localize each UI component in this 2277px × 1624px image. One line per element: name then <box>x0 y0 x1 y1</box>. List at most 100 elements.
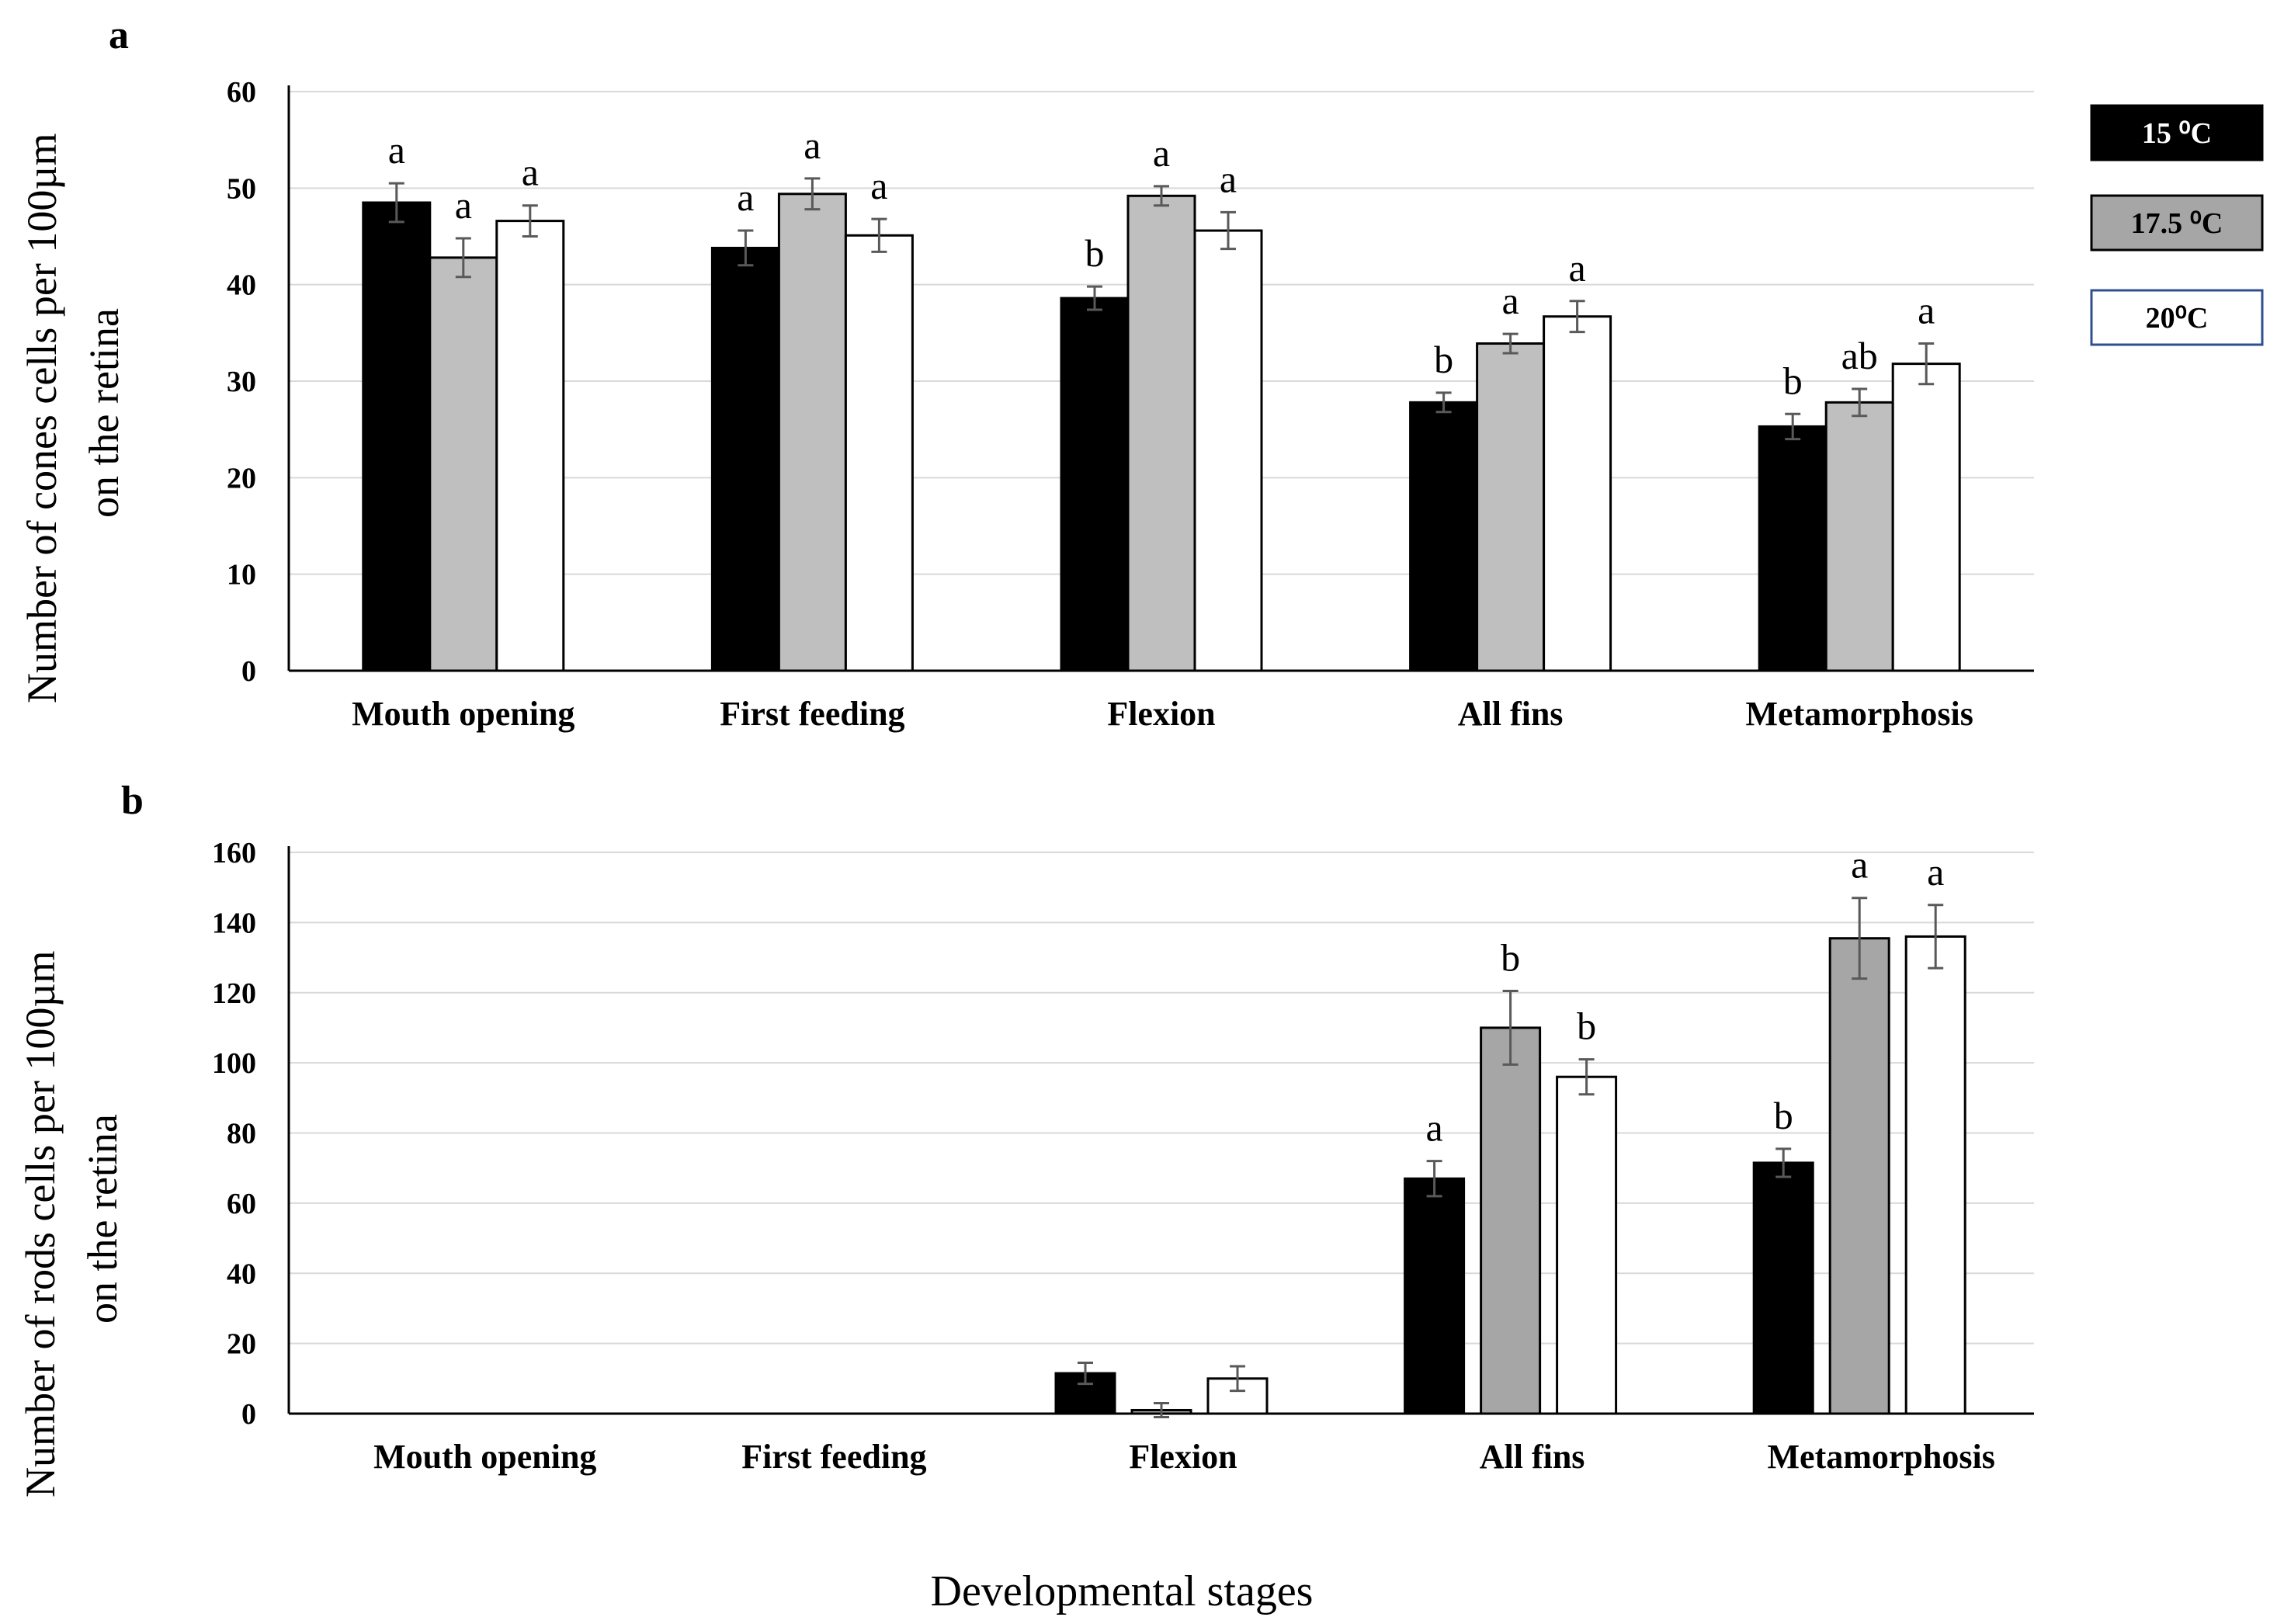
bar-b-metamorphosis-20-c <box>1904 935 1966 1415</box>
bar-a-mouth-opening-15-c <box>362 201 432 672</box>
error-bar-a-first-feeding-17-5-c <box>804 177 821 211</box>
error-bar-a-flexion-20-c <box>1220 210 1236 251</box>
sig-label-b-all-fins-20-c: b <box>1577 1005 1596 1048</box>
error-bar-a-mouth-opening-20-c <box>522 204 538 238</box>
error-bar-a-all-fins-15-c <box>1435 391 1452 414</box>
error-bar-b-all-fins-20-c <box>1578 1058 1595 1096</box>
chart-a: 0 10 20 30 40 50 60 Mouth opening a a a First feedi… <box>227 76 2034 733</box>
error-bar-b-flexion-15-c <box>1078 1361 1093 1386</box>
sig-label-a-flexion-17-5-c: a <box>1153 131 1170 175</box>
error-bar-a-all-fins-17-5-c <box>1502 332 1519 355</box>
error-bar-a-first-feeding-20-c <box>871 217 887 253</box>
sig-label-b-all-fins-17-5-c: b <box>1501 935 1520 979</box>
x-tick-label-b-mouth-opening: Mouth opening <box>373 1438 596 1476</box>
error-bar-a-metamorphosis-17-5-c <box>1852 387 1868 418</box>
error-bar-a-first-feeding-15-c <box>738 229 754 267</box>
sig-label-a-all-fins-20-c: a <box>1568 246 1585 290</box>
bar-b-all-fins-20-c <box>1556 1075 1618 1415</box>
y-axis-title-a-line2: on the retina <box>81 308 127 518</box>
legend-label-15c: 15 ⁰C <box>2142 117 2212 150</box>
x-tick-label-a-first-feeding: First feeding <box>720 695 904 733</box>
bar-a-flexion-15-c <box>1060 297 1130 672</box>
sig-label-a-metamorphosis-20-c: a <box>1918 289 1935 332</box>
y-tick-label-b-0: 0 <box>241 1398 256 1431</box>
error-bar-b-metamorphosis-15-c <box>1775 1147 1792 1178</box>
chart-b: 0 20 40 60 80 100 120 140 160 Mouth opening First … <box>212 837 2034 1476</box>
bar-a-metamorphosis-20-c <box>1891 363 1961 672</box>
error-bar-b-metamorphosis-20-c <box>1928 904 1944 970</box>
y-axis-title-a-line1: Number of cones cells per 100µm <box>19 134 65 703</box>
bar-b-metamorphosis-17-5-c <box>1828 937 1890 1415</box>
y-axis-title-b-line2: on the retina <box>79 1114 126 1324</box>
legend-swatch-15c <box>2090 104 2264 161</box>
sig-label-a-all-fins-15-c: b <box>1434 338 1453 381</box>
y-tick-label-a-40: 40 <box>227 269 256 302</box>
error-bar-b-all-fins-17-5-c <box>1502 989 1519 1066</box>
y-tick-label-b-80: 80 <box>227 1118 256 1150</box>
error-bar-a-flexion-17-5-c <box>1154 185 1169 207</box>
y-tick-label-a-30: 30 <box>227 366 256 398</box>
sig-label-a-first-feeding-17-5-c: a <box>804 123 821 167</box>
error-bar-a-flexion-15-c <box>1087 285 1102 311</box>
x-tick-label-b-first-feeding: First feeding <box>741 1438 926 1476</box>
legend-swatch-17-5c <box>2090 194 2264 252</box>
error-bar-b-flexion-20-c <box>1230 1365 1245 1393</box>
legend-item-15c: 15 ⁰C <box>2090 104 2264 161</box>
y-tick-label-b-160: 160 <box>212 837 256 869</box>
y-tick-label-a-60: 60 <box>227 76 256 109</box>
panel-label-b: b <box>121 779 144 823</box>
y-axis-title-b: Number of rods cells per 100µm on the re… <box>17 940 126 1497</box>
sig-label-a-metamorphosis-17-5-c: ab <box>1841 334 1878 377</box>
legend-label-17-5c: 17.5 ⁰C <box>2131 207 2223 240</box>
sig-label-b-metamorphosis-17-5-c: a <box>1851 843 1868 887</box>
sig-label-a-first-feeding-15-c: a <box>737 175 754 219</box>
y-tick-label-a-0: 0 <box>241 655 256 688</box>
sig-label-b-metamorphosis-20-c: a <box>1927 850 1944 894</box>
x-tick-label-a-mouth-opening: Mouth opening <box>352 695 574 733</box>
x-tick-label-a-flexion: Flexion <box>1107 695 1215 733</box>
bar-b-metamorphosis-15-c <box>1752 1161 1814 1415</box>
y-tick-label-b-20: 20 <box>227 1328 256 1361</box>
bar-b-all-fins-15-c <box>1404 1177 1466 1415</box>
bar-b-all-fins-17-5-c <box>1480 1026 1542 1415</box>
sig-label-a-mouth-opening-15-c: a <box>388 128 405 172</box>
x-tick-label-b-all-fins: All fins <box>1480 1438 1585 1476</box>
bar-a-all-fins-17-5-c <box>1476 342 1546 672</box>
sig-label-a-all-fins-17-5-c: a <box>1501 279 1519 322</box>
legend-swatch-20c <box>2090 289 2264 346</box>
bar-a-first-feeding-20-c <box>844 234 914 672</box>
y-tick-label-b-140: 140 <box>212 907 256 939</box>
y-tick-label-a-10: 10 <box>227 559 256 592</box>
sig-label-a-metamorphosis-15-c: b <box>1783 359 1803 402</box>
legend-label-20c: 20⁰C <box>2146 302 2209 335</box>
bar-a-mouth-opening-20-c <box>495 220 565 672</box>
legend-item-17-5c: 17.5 ⁰C <box>2090 194 2264 252</box>
error-bar-a-metamorphosis-20-c <box>1918 342 1935 386</box>
y-tick-label-b-40: 40 <box>227 1258 256 1290</box>
error-bar-a-mouth-opening-17-5-c <box>455 237 471 279</box>
y-axis-title-b-line1: Number of rods cells per 100µm <box>17 951 64 1497</box>
bar-a-first-feeding-15-c <box>710 246 780 672</box>
y-axis-title-a: Number of cones cells per 100µm on the r… <box>19 123 127 703</box>
x-tick-label-a-all-fins: All fins <box>1458 695 1564 733</box>
sig-label-a-mouth-opening-20-c: a <box>522 151 539 194</box>
bar-a-flexion-17-5-c <box>1126 194 1196 672</box>
x-tick-label-b-flexion: Flexion <box>1129 1438 1237 1476</box>
y-tick-label-b-120: 120 <box>212 977 256 1010</box>
error-bar-b-flexion-17-5-c <box>1154 1401 1169 1419</box>
sig-label-a-mouth-opening-17-5-c: a <box>455 183 472 227</box>
bar-a-all-fins-15-c <box>1409 401 1479 672</box>
error-bar-b-all-fins-15-c <box>1426 1160 1442 1198</box>
error-bar-a-mouth-opening-15-c <box>388 182 404 224</box>
y-tick-label-a-50: 50 <box>227 172 256 205</box>
y-tick-label-a-20: 20 <box>227 462 256 494</box>
sig-label-a-flexion-20-c: a <box>1220 157 1237 200</box>
sig-label-b-metamorphosis-15-c: b <box>1774 1094 1793 1137</box>
x-tick-label-a-metamorphosis: Metamorphosis <box>1746 695 1973 733</box>
bar-a-first-feeding-17-5-c <box>777 193 847 672</box>
error-bar-b-metamorphosis-17-5-c <box>1852 897 1868 980</box>
bar-a-flexion-20-c <box>1193 229 1263 672</box>
bar-a-metamorphosis-15-c <box>1758 425 1828 672</box>
error-bar-a-all-fins-20-c <box>1569 300 1585 334</box>
